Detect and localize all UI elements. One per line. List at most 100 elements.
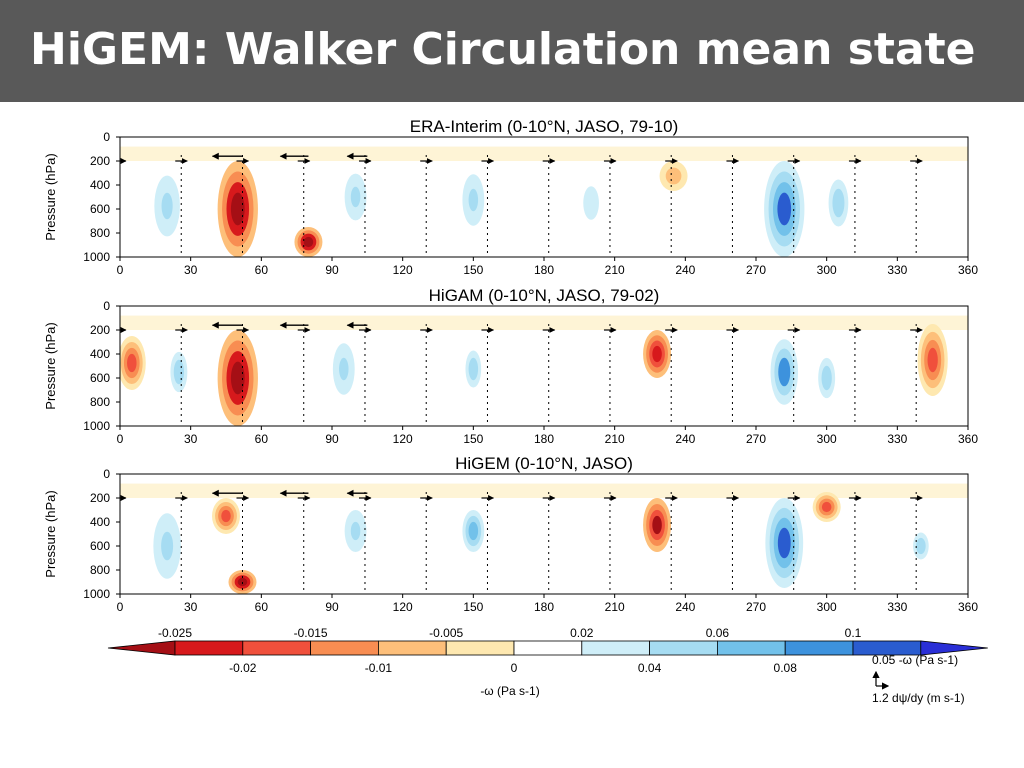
x-tick-label: 210 (605, 432, 625, 446)
panel-2: HiGAM (0-10°N, JASO, 79-02)0200400600800… (43, 286, 978, 446)
x-tick-label: 150 (463, 600, 483, 614)
x-tick-label: 60 (255, 263, 269, 277)
y-tick-label: 0 (103, 467, 110, 481)
omega-contour (778, 357, 791, 387)
omega-field (120, 306, 968, 426)
colorbar-tick-top: 0.06 (706, 626, 730, 640)
omega-contour (916, 537, 926, 555)
x-tick-label: 180 (534, 432, 554, 446)
omega-contour (668, 170, 679, 182)
x-tick-label: 240 (675, 432, 695, 446)
y-tick-label: 200 (90, 154, 110, 168)
colorbar-tick-top: -0.025 (158, 626, 192, 640)
x-tick-label: 0 (117, 263, 124, 277)
colorbar: -0.025 -0.015 -0.005 0.02 0.06 0.1 -0.02 -0.01 0… (107, 626, 988, 698)
x-tick-label: 30 (184, 263, 198, 277)
colorbar-segment (310, 640, 379, 656)
panel-title: HiGAM (0-10°N, JASO, 79-02) (429, 286, 660, 305)
omega-contour (173, 359, 185, 385)
x-tick-label: 300 (817, 263, 837, 277)
colorbar-segment (784, 640, 854, 656)
x-tick-label: 210 (605, 600, 625, 614)
colorbar-tick-top: -0.005 (429, 626, 463, 640)
y-tick-label: 800 (90, 563, 110, 577)
panel-3: HiGEM (0-10°N, JASO) 0 200 400 600 800 1000 0 30… (43, 454, 978, 614)
colorbar-tick-top: -0.015 (294, 626, 328, 640)
walker-circulation-figure: ERA-Interim (0-10°N, JASO, 79-10) 0 200 400… (43, 117, 988, 705)
y-axis-label: Pressure (hPa) (43, 322, 58, 409)
omega-contour (230, 192, 245, 226)
omega-contour (468, 188, 479, 212)
y-tick-label: 600 (90, 371, 110, 385)
colorbar-segment (717, 640, 786, 656)
wind-vectors (120, 321, 923, 426)
x-tick-label: 90 (325, 263, 339, 277)
colorbar-high-triangle (920, 640, 988, 656)
x-tick-label: 30 (184, 600, 198, 614)
x-tick-label: 180 (534, 263, 554, 277)
omega-field (120, 137, 968, 257)
y-tick-label: 400 (90, 515, 110, 529)
x-tick-label: 240 (675, 600, 695, 614)
omega-field (120, 474, 968, 594)
omega-contour (821, 501, 832, 513)
colorbar-segment (242, 640, 312, 656)
colorbar-tick-bottom: 0.04 (638, 661, 662, 675)
x-tick-label: 0 (117, 600, 124, 614)
omega-contour (221, 509, 231, 523)
colorbar-label: -ω (Pa s-1) (480, 684, 539, 698)
x-tick-label: 330 (887, 600, 907, 614)
omega-contour (161, 192, 173, 220)
x-tick-label: 360 (958, 432, 978, 446)
y-tick-label: 200 (90, 491, 110, 505)
y-tick-label: 200 (90, 323, 110, 337)
omega-contour (468, 357, 479, 381)
omega-contour (161, 531, 174, 561)
y-tick-label: 800 (90, 226, 110, 240)
y-tick-label: 1000 (83, 250, 110, 264)
y-tick-label: 600 (90, 202, 110, 216)
colorbar-segment (377, 640, 447, 656)
x-tick-label: 270 (746, 600, 766, 614)
y-axis-label: Pressure (hPa) (43, 153, 58, 240)
colorbar-tick-bottom: -0.01 (365, 661, 393, 675)
x-tick-label: 210 (605, 263, 625, 277)
x-tick-label: 300 (817, 432, 837, 446)
colorbar-tick-bottom: 0 (511, 661, 518, 675)
colorbar-segment (649, 640, 718, 656)
wind-vectors (120, 152, 923, 257)
x-tick-label: 150 (463, 263, 483, 277)
omega-contour (468, 521, 479, 541)
x-tick-label: 120 (393, 600, 413, 614)
colorbar-low-triangle (107, 640, 176, 656)
colorbar-tick-bottom: -0.02 (229, 661, 257, 675)
omega-contour (586, 192, 596, 214)
x-tick-label: 60 (255, 432, 269, 446)
upper-band (120, 315, 968, 330)
y-tick-label: 1000 (83, 587, 110, 601)
x-tick-label: 120 (393, 263, 413, 277)
omega-contour (652, 515, 662, 535)
omega-contour (652, 345, 662, 363)
omega-contour (821, 365, 832, 391)
title-bar: HiGEM: Walker Circulation mean state (0, 0, 1024, 102)
upper-band (120, 483, 968, 498)
x-tick-label: 330 (887, 432, 907, 446)
omega-contour (350, 521, 361, 541)
x-tick-label: 60 (255, 600, 269, 614)
upper-band (120, 146, 968, 161)
x-tick-label: 330 (887, 263, 907, 277)
panel-title: HiGEM (0-10°N, JASO) (455, 454, 633, 473)
x-tick-label: 120 (393, 432, 413, 446)
panel-title: ERA-Interim (0-10°N, JASO, 79-10) (410, 117, 679, 136)
vector-key-omega-label: 0.05 -ω (Pa s-1) (872, 653, 958, 667)
omega-contour (777, 527, 791, 559)
x-tick-label: 270 (746, 432, 766, 446)
colorbar-segment (513, 640, 583, 656)
colorbar-segment (445, 640, 515, 656)
x-tick-label: 150 (463, 432, 483, 446)
y-tick-label: 0 (103, 299, 110, 313)
colorbar-segment (174, 640, 244, 656)
omega-contour (127, 353, 137, 373)
omega-contour (832, 188, 845, 218)
